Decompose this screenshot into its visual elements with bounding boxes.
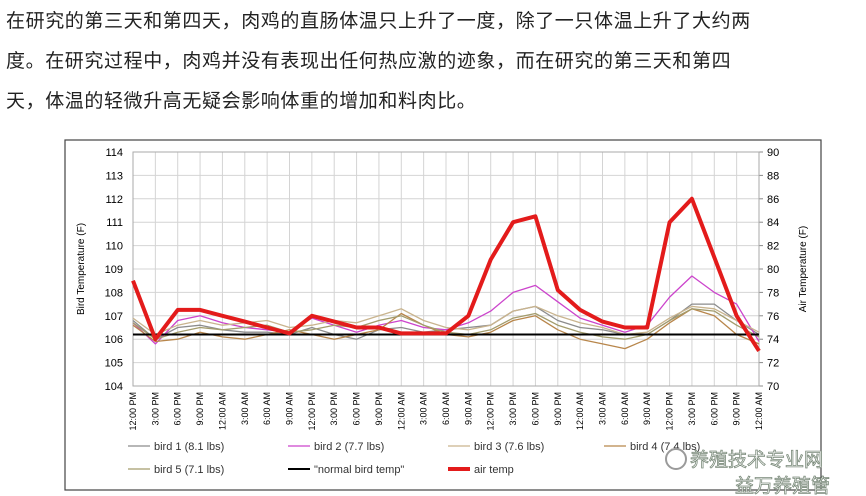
y-tick-label: 108: [105, 287, 123, 299]
y2-tick-label: 80: [767, 264, 779, 276]
legend-label: bird 4 (7.4 lbs): [630, 441, 700, 453]
x-tick-label: 12:00 AM: [575, 392, 585, 430]
y2-tick-label: 76: [767, 311, 779, 323]
x-tick-label: 9:00 AM: [285, 392, 295, 425]
x-tick-label: 6:00 PM: [173, 392, 183, 426]
x-tick-label: 12:00 PM: [128, 392, 138, 431]
y2-tick-label: 90: [767, 147, 779, 159]
chart-frame: [64, 139, 822, 491]
y-tick-label: 111: [106, 217, 123, 229]
y-tick-label: 107: [105, 311, 123, 323]
y-tick-label: 110: [105, 241, 123, 253]
x-tick-label: 9:00 PM: [195, 392, 205, 426]
x-tick-label: 9:00 AM: [642, 392, 652, 425]
x-tick-label: 6:00 PM: [709, 392, 719, 426]
x-tick-label: 6:00 AM: [620, 392, 630, 425]
y2-tick-label: 84: [767, 217, 779, 229]
y-tick-label: 114: [105, 147, 123, 159]
x-tick-label: 6:00 PM: [352, 392, 362, 426]
paragraph-line: 天，体温的轻微升高无疑会影响体重的增加和料肉比。: [6, 90, 477, 112]
x-tick-label: 12:00 AM: [217, 392, 227, 430]
y2-tick-label: 82: [767, 241, 779, 253]
y2-tick-label: 78: [767, 287, 779, 299]
x-tick-label: 6:00 PM: [530, 392, 540, 426]
watermark-text: 养殖技术专业网: [690, 449, 823, 471]
y2-tick-label: 88: [767, 170, 779, 182]
legend-label: air temp: [474, 464, 514, 476]
x-tick-label: 9:00 PM: [374, 392, 384, 426]
y2-axis-title: Air Temperature (F): [798, 226, 809, 313]
watermark-text: 益万养殖管: [735, 475, 830, 496]
paragraph-line: 在研究的第三天和第四天，肉鸡的直肠体温只上升了一度，除了一只体温上升了大约两: [6, 10, 751, 32]
series-line: [132, 305, 760, 336]
x-tick-label: 12:00 PM: [665, 392, 675, 431]
watermark: 养殖技术专业网 益万养殖管: [665, 448, 830, 496]
x-tick-label: 9:00 AM: [463, 392, 473, 425]
series-line: [132, 275, 760, 345]
x-tick-label: 6:00 AM: [262, 392, 272, 425]
x-tick-label: 12:00 AM: [396, 392, 406, 430]
y2-tick-label: 70: [767, 381, 779, 393]
x-tick-label: 3:00 PM: [150, 392, 160, 426]
legend-label: bird 2 (7.7 lbs): [314, 441, 384, 453]
x-tick-label: 12:00 PM: [307, 392, 317, 431]
x-tick-label: 3:00 PM: [329, 392, 339, 426]
paragraph-line: 度。在研究过程中，肉鸡并没有表现出任何热应激的迹象，而在研究的第三天和第四: [6, 50, 732, 72]
x-tick-label: 3:00 PM: [687, 392, 697, 426]
legend-label: bird 5 (7.1 lbs): [154, 464, 224, 476]
y-tick-label: 113: [105, 170, 123, 182]
x-tick-label: 3:00 PM: [508, 392, 518, 426]
y-tick-label: 106: [105, 334, 123, 346]
y-axis-title: Bird Temperature (F): [76, 223, 87, 315]
x-tick-label: 3:00 AM: [240, 392, 250, 425]
y-tick-label: 109: [105, 264, 123, 276]
x-tick-label: 9:00 PM: [553, 392, 563, 426]
legend-label: bird 3 (7.6 lbs): [474, 441, 544, 453]
y2-tick-label: 74: [767, 334, 779, 346]
y2-tick-label: 86: [767, 194, 779, 206]
x-tick-label: 6:00 AM: [441, 392, 451, 425]
x-tick-label: 3:00 AM: [419, 392, 429, 425]
y-tick-label: 104: [105, 381, 123, 393]
x-tick-label: 12:00 PM: [486, 392, 496, 431]
y2-tick-label: 72: [767, 358, 779, 370]
y-tick-label: 105: [105, 358, 123, 370]
x-tick-label: 9:00 PM: [732, 392, 742, 426]
legend-label: "normal bird temp": [314, 464, 404, 476]
y-tick-label: 112: [105, 194, 123, 206]
series-line: [131, 196, 761, 352]
legend-label: bird 1 (8.1 lbs): [154, 441, 224, 453]
wechat-icon: [665, 448, 687, 470]
x-tick-label: 3:00 AM: [598, 392, 608, 425]
plot-border: [132, 151, 760, 387]
x-tick-label: 12:00 AM: [754, 392, 764, 430]
